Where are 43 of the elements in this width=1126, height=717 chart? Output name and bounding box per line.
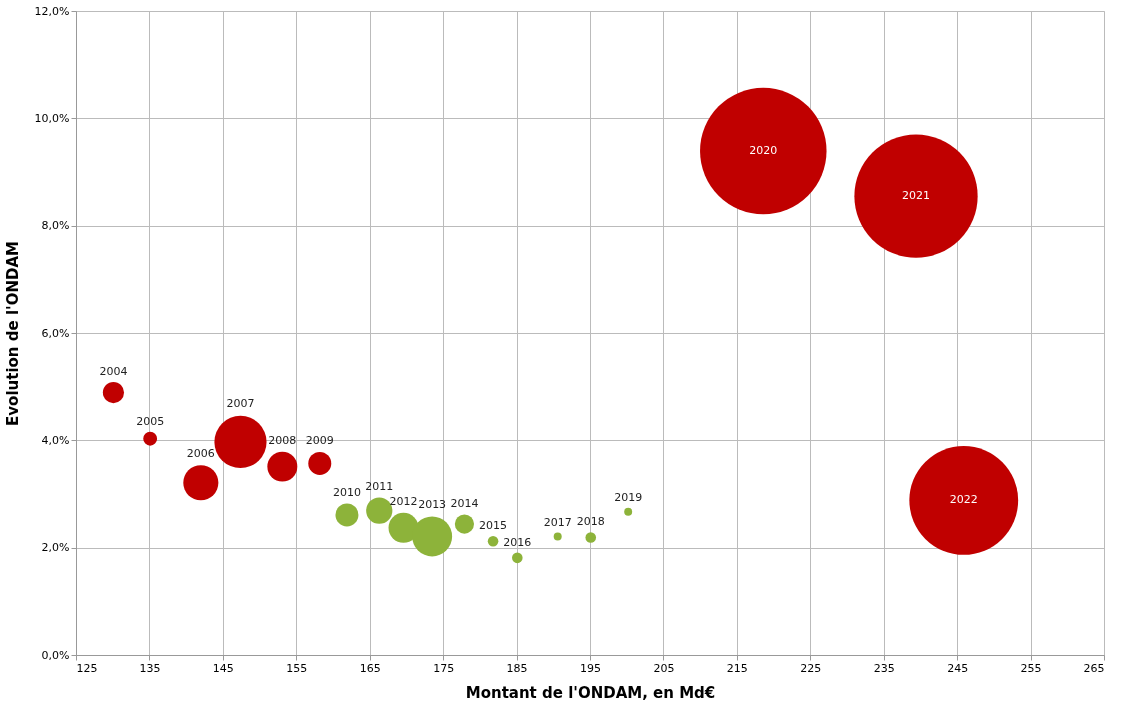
annotation: 2010 (332, 485, 361, 499)
annotation: 2016 (503, 535, 532, 549)
annotation: 2004 (99, 364, 128, 378)
annotation: 2009 (305, 434, 334, 448)
y-tick-label: 0,0% (41, 648, 70, 662)
x-tick-label: 255 (1020, 661, 1042, 675)
annotation: 2006 (186, 446, 215, 460)
annotation: 2017 (543, 515, 572, 529)
x-tick-label: 175 (433, 661, 455, 675)
annotation: 2013 (418, 497, 447, 511)
x-tick-label: 245 (947, 661, 969, 675)
annotation: 2007 (226, 396, 255, 410)
annotation: 2015 (479, 519, 508, 533)
x-tick-label: 145 (212, 661, 234, 675)
y-tick-label: 6,0% (41, 326, 70, 340)
x-axis-title: Montant de l'ONDAM, en Md€ (465, 683, 716, 702)
x-tick-label: 235 (873, 661, 895, 675)
y-tick-label: 2,0% (41, 541, 70, 555)
x-tick-label: 165 (359, 661, 381, 675)
annotation: 2011 (365, 479, 394, 493)
y-tick-label: 10,0% (34, 111, 70, 125)
annotation: 2005 (136, 414, 165, 428)
annotation: 2022 (949, 493, 978, 507)
annotation: 2020 (749, 144, 778, 158)
annotation: 2008 (268, 433, 297, 447)
x-tick-label: 135 (139, 661, 161, 675)
x-tick-label: 195 (580, 661, 601, 675)
annotation: 2014 (450, 497, 479, 511)
y-axis-title: Evolution de l'ONDAM (3, 241, 22, 426)
x-tick-label: 155 (286, 661, 308, 675)
x-tick-label: 205 (653, 661, 675, 675)
x-tick-label: 185 (506, 661, 528, 675)
x-tick-label: 225 (800, 661, 822, 675)
annotation: 2018 (576, 515, 605, 529)
x-tick-label: 265 (1083, 661, 1105, 675)
y-tick-label: 12,0% (34, 4, 70, 18)
annotation: 2019 (614, 491, 643, 505)
x-tick-label: 215 (726, 661, 748, 675)
y-tick-label: 8,0% (41, 219, 70, 233)
x-tick-label: 125 (76, 661, 98, 675)
y-tick-label: 4,0% (41, 433, 70, 447)
annotation: 2021 (902, 189, 931, 203)
annotation: 2012 (389, 494, 418, 508)
